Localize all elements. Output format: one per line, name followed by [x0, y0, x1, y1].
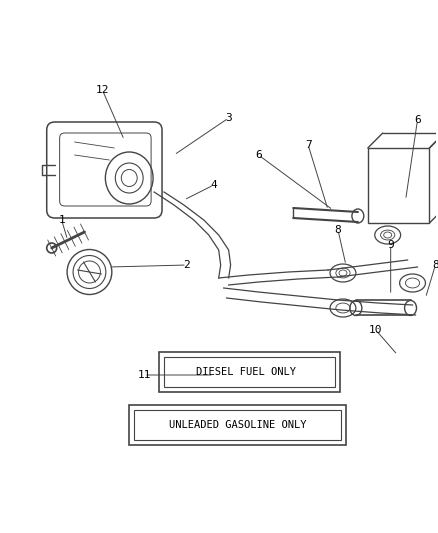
Bar	[134, 410, 340, 440]
Bar	[159, 352, 339, 392]
Text: 12: 12	[95, 85, 109, 95]
Text: 8: 8	[431, 260, 438, 270]
Text: 11: 11	[137, 370, 151, 380]
Text: 6: 6	[254, 150, 261, 160]
Text: DIESEL FUEL ONLY: DIESEL FUEL ONLY	[195, 367, 295, 377]
Text: 10: 10	[368, 325, 381, 335]
Text: 4: 4	[210, 180, 217, 190]
Text: 1: 1	[58, 215, 65, 225]
Bar	[129, 405, 345, 445]
Text: 9: 9	[386, 240, 393, 250]
Text: 6: 6	[413, 115, 420, 125]
Text: 3: 3	[225, 113, 232, 123]
Bar	[164, 357, 334, 387]
Text: UNLEADED GASOLINE ONLY: UNLEADED GASOLINE ONLY	[169, 420, 306, 430]
Bar	[367, 148, 428, 223]
Text: 7: 7	[304, 140, 311, 150]
Text: 8: 8	[334, 225, 341, 235]
Text: 2: 2	[183, 260, 190, 270]
